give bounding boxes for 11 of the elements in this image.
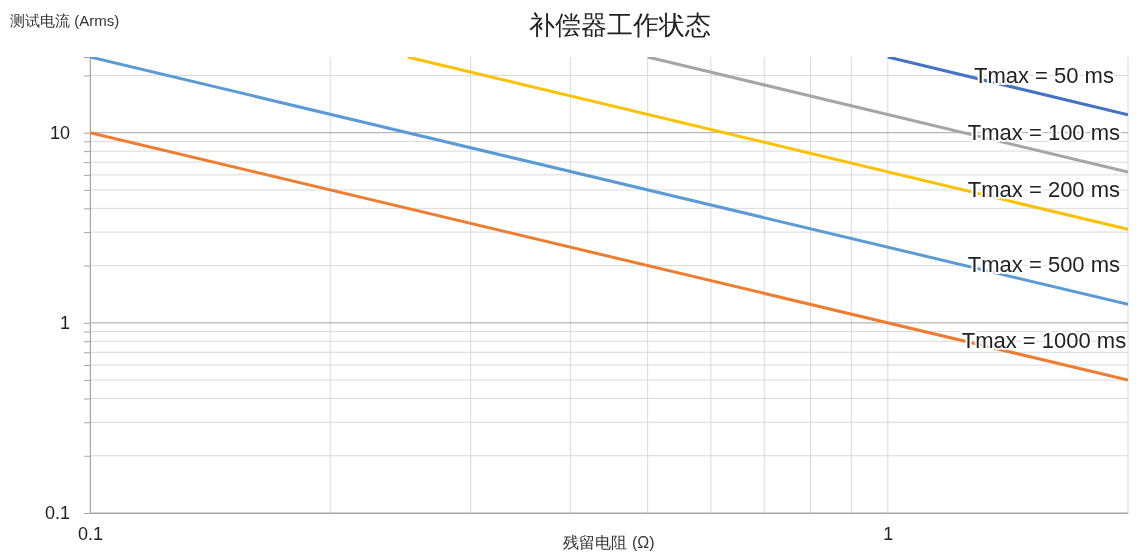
series-label: Tmax = 500 ms (967, 252, 1121, 278)
chart-title: 补偿器工作状态 (529, 10, 711, 40)
series-label: Tmax = 100 ms (967, 120, 1121, 145)
series-label: Tmax = 200 ms (967, 177, 1121, 203)
x-axis-title: 残留电阻 (Ω) (563, 534, 655, 551)
y-tick-label: 10 (49, 122, 70, 143)
y-tick-label: 0.1 (44, 503, 70, 524)
y-axis-title: 测试电流 (Arms) (10, 12, 120, 29)
series-label: Tmax = 50 ms (973, 62, 1114, 88)
series-label: Tmax = 1000 ms (961, 328, 1127, 354)
y-tick-label: 1 (59, 313, 70, 334)
